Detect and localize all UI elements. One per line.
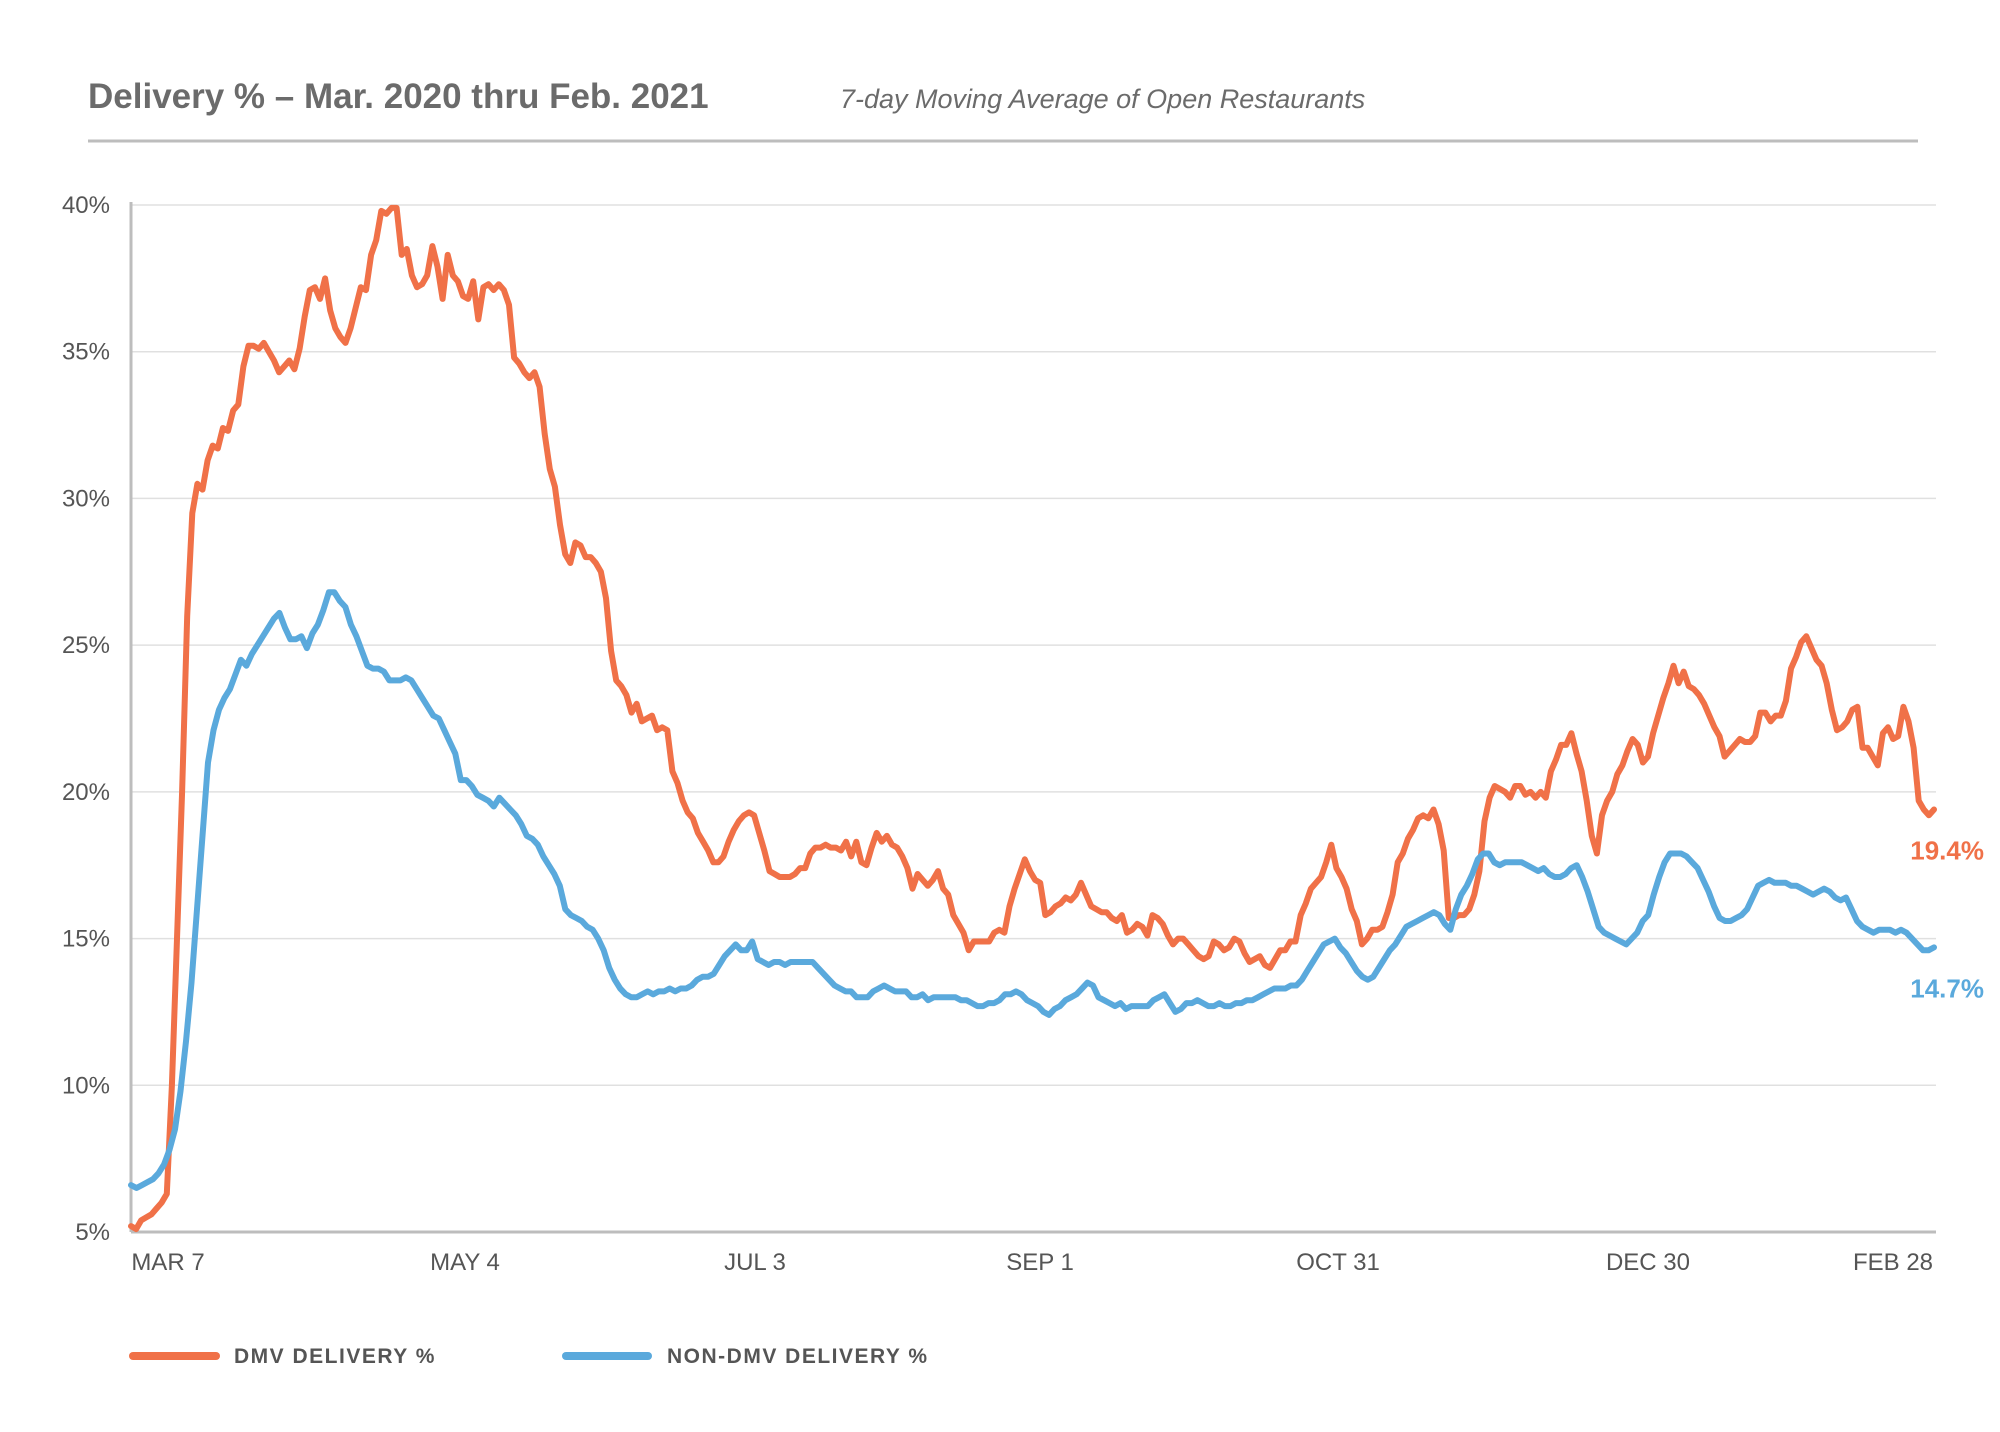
end-value-label-0: 19.4%: [1910, 835, 1984, 865]
y-tick-label: 40%: [62, 192, 110, 219]
x-tick-label: MAR 7: [131, 1249, 204, 1276]
y-tick-label: 10%: [62, 1072, 110, 1099]
legend-label-non-dmv: NON-DMV DELIVERY %: [667, 1345, 929, 1368]
chart-title: Delivery % – Mar. 2020 thru Feb. 2021: [88, 77, 709, 116]
x-tick-label: SEP 1: [1006, 1249, 1074, 1276]
chart-subtitle: 7-day Moving Average of Open Restaurants: [840, 84, 1365, 114]
x-tick-label: MAY 4: [430, 1249, 500, 1276]
series-line-1: [128, 589, 1937, 1191]
x-tick-label: OCT 31: [1296, 1249, 1380, 1276]
y-tick-label: 15%: [62, 926, 110, 953]
y-tick-label: 20%: [62, 779, 110, 806]
x-tick-label: FEB 28: [1853, 1249, 1933, 1276]
y-tick-label: 30%: [62, 485, 110, 512]
y-tick-label: 25%: [62, 632, 110, 659]
legend: DMV DELIVERY % NON-DMV DELIVERY %: [129, 1345, 929, 1368]
end-labels: 19.4% 14.7%: [1910, 835, 1984, 1003]
y-tick-label: 5%: [75, 1219, 110, 1246]
end-value-label-1: 14.7%: [1910, 973, 1984, 1003]
series-lines: [128, 204, 1937, 1233]
series-line-0: [128, 204, 1937, 1233]
x-tick-label: DEC 30: [1606, 1249, 1690, 1276]
x-axis-labels: MAR 7 MAY 4 JUL 3 SEP 1 OCT 31 DEC 30 FEB 28: [131, 1249, 1933, 1276]
grid-lines: [131, 204, 1936, 1087]
legend-label-dmv: DMV DELIVERY %: [234, 1345, 436, 1368]
y-axis-labels: 5% 10% 15% 20% 25% 30% 35% 40%: [62, 192, 110, 1246]
x-tick-label: JUL 3: [724, 1249, 786, 1276]
y-tick-label: 35%: [62, 339, 110, 366]
